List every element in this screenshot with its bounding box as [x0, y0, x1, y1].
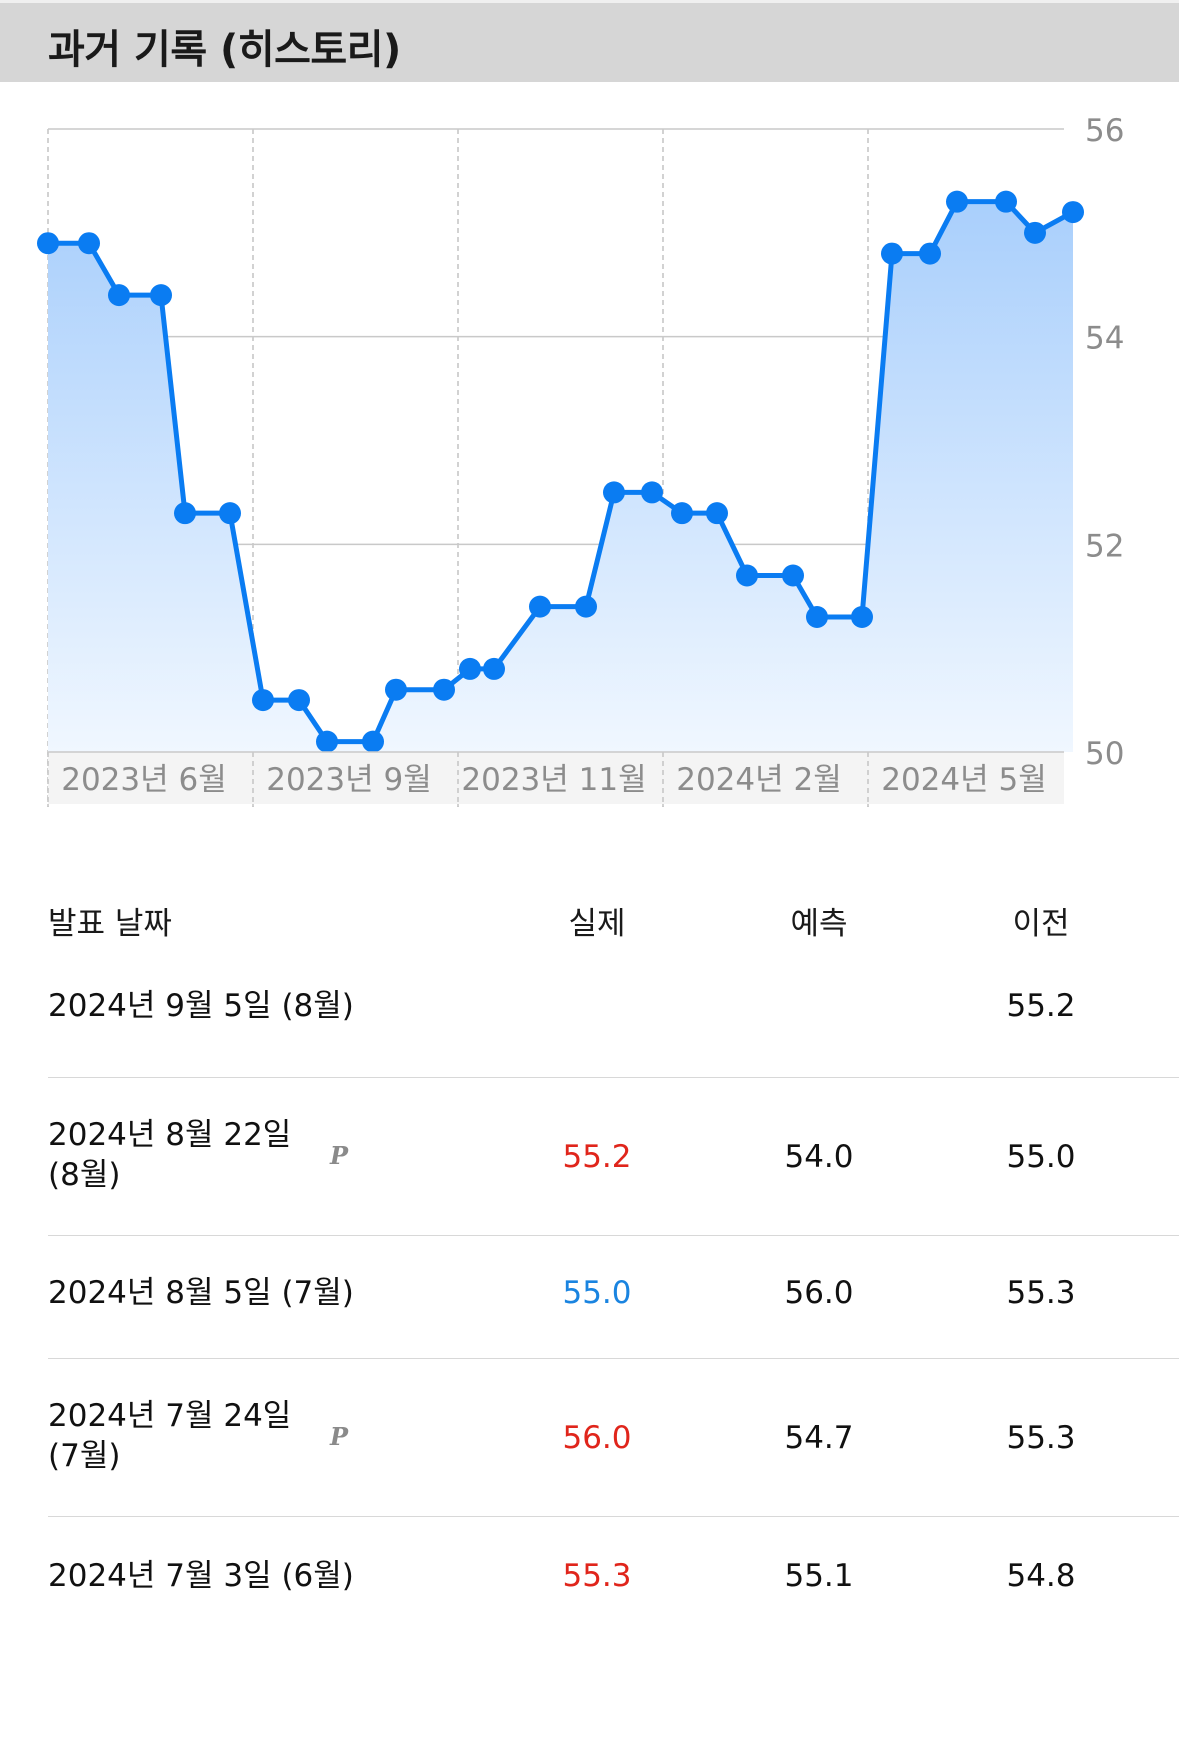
data-point	[641, 481, 663, 504]
data-point	[575, 595, 597, 618]
series-area	[48, 201, 1073, 752]
data-point	[736, 564, 758, 587]
data-point	[174, 502, 196, 525]
header-forecast: 예측	[790, 906, 848, 942]
history-chart: 56 54 52 50 2023년 6월 2023년 9월 2023년 11월 2024년 2…	[0, 82, 1179, 822]
data-point	[78, 232, 100, 255]
data-point	[108, 284, 130, 307]
table-row[interactable]: 2024년 7월 24일 (7월) P 56.0 54.7 55.3	[48, 1358, 1179, 1517]
header-date: 발표 날짜	[48, 906, 172, 942]
data-point	[483, 657, 505, 680]
x-tick-label: 2024년 2월	[676, 762, 842, 798]
previous-value: 55.0	[1006, 1139, 1076, 1175]
header-actual: 실제	[568, 906, 626, 942]
section-title: 과거 기록 (히스토리)	[48, 27, 401, 73]
data-point	[316, 730, 338, 753]
forecast-value: 56.0	[784, 1275, 854, 1311]
previous-value: 54.8	[1006, 1558, 1076, 1594]
previous-value: 55.3	[1006, 1275, 1076, 1311]
actual-value: 55.3	[562, 1558, 632, 1594]
preliminary-badge: P	[330, 1422, 349, 1451]
previous-value: 55.2	[1006, 988, 1076, 1024]
data-point	[362, 730, 384, 753]
release-date: 2024년 9월 5일 (8월)	[48, 988, 354, 1024]
forecast-value: 54.0	[784, 1139, 854, 1175]
data-point	[37, 232, 59, 255]
table-row[interactable]: 2024년 7월 3일 (6월) 55.3 55.1 54.8	[48, 1516, 1179, 1641]
table-row[interactable]: 2024년 9월 5일 (8월) 55.2	[48, 940, 1179, 1078]
data-point	[150, 284, 172, 307]
data-point	[252, 689, 274, 712]
header-previous: 이전	[1012, 906, 1070, 942]
data-point	[919, 242, 941, 265]
data-point	[881, 242, 903, 265]
data-point	[288, 689, 310, 712]
data-point	[603, 481, 625, 504]
x-tick-label: 2023년 11월	[461, 762, 646, 798]
forecast-value: 55.1	[784, 1558, 854, 1594]
forecast-value: 54.7	[784, 1420, 854, 1456]
actual-value: 56.0	[562, 1420, 632, 1456]
data-point	[995, 190, 1017, 213]
data-point	[782, 564, 804, 587]
preliminary-badge: P	[330, 1141, 349, 1170]
table-row[interactable]: 2024년 8월 5일 (7월) 55.0 56.0 55.3	[48, 1235, 1179, 1359]
data-point	[806, 606, 828, 629]
data-point	[1062, 201, 1084, 224]
release-date: 2024년 7월 3일 (6월)	[48, 1558, 354, 1594]
section-header: 과거 기록 (히스토리)	[0, 0, 1179, 82]
data-point	[385, 678, 407, 701]
data-point	[706, 502, 728, 525]
release-date: 2024년 7월 24일 (7월)	[48, 1398, 292, 1474]
x-tick-label: 2023년 6월	[61, 762, 227, 798]
data-point	[671, 502, 693, 525]
y-tick-label: 56	[1085, 113, 1124, 149]
release-date: 2024년 8월 22일 (8월)	[48, 1117, 292, 1193]
y-tick-label: 52	[1085, 528, 1124, 564]
release-date: 2024년 8월 5일 (7월)	[48, 1275, 354, 1311]
data-point	[851, 606, 873, 629]
x-tick-label: 2024년 5월	[881, 762, 1047, 798]
x-tick-label: 2023년 9월	[266, 762, 432, 798]
actual-value: 55.0	[562, 1275, 632, 1311]
history-line-chart: 56 54 52 50 2023년 6월 2023년 9월 2023년 11월 2024년 2…	[37, 113, 1124, 807]
data-point	[946, 190, 968, 213]
data-point	[1024, 221, 1046, 244]
data-point	[433, 678, 455, 701]
x-axis-band	[48, 752, 1064, 804]
data-point	[529, 595, 551, 618]
previous-value: 55.3	[1006, 1420, 1076, 1456]
table-row[interactable]: 2024년 8월 22일 (8월) P 55.2 54.0 55.0	[48, 1077, 1179, 1236]
data-point	[219, 502, 241, 525]
y-tick-label: 50	[1085, 736, 1124, 772]
y-tick-label: 54	[1085, 321, 1124, 357]
actual-value: 55.2	[562, 1139, 632, 1175]
data-point	[459, 657, 481, 680]
